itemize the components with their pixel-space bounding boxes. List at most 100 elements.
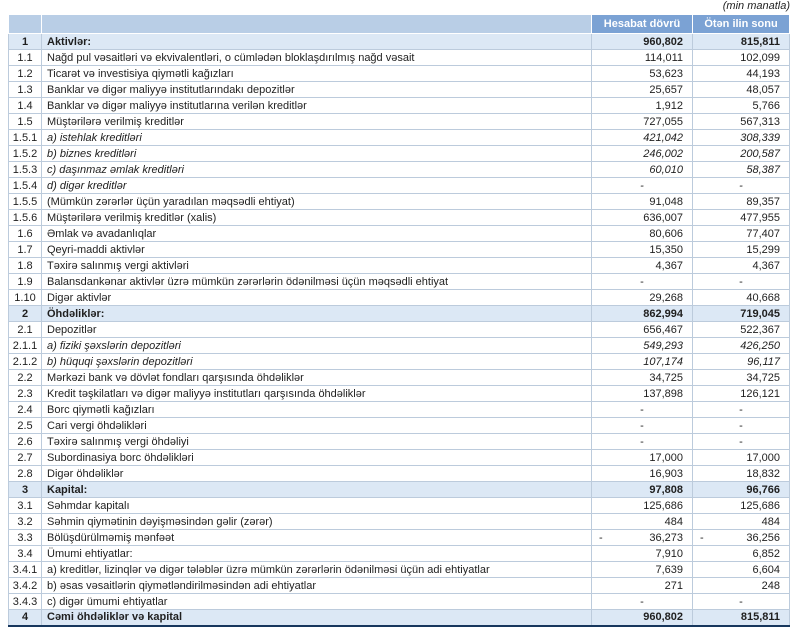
units-note: (min manatla): [722, 0, 790, 12]
value-previous-year-end: -36,256: [692, 529, 790, 546]
value-previous-year-end: 248: [692, 577, 790, 594]
row-label: Təxirə salınmış vergi aktivləri: [41, 257, 592, 274]
row-number: 3.4: [8, 545, 42, 562]
row-label: b) biznes kreditləri: [41, 145, 592, 162]
value-current-period: 421,042: [591, 129, 693, 146]
header-previous-year-end: Ötən ilin sonu: [692, 14, 790, 34]
value-previous-year-end: 477,955: [692, 209, 790, 226]
value-current-period: 114,011: [591, 49, 693, 66]
row-number: 1.5: [8, 113, 42, 130]
row-number: 1.5.1: [8, 129, 42, 146]
row-label: (Mümkün zərərlər üçün yaradılan məqsədli…: [41, 193, 592, 210]
row-number: 2.4: [8, 401, 42, 418]
table-row: 3.4.3 c) digər ümumi ehtiyatlar - -: [8, 593, 790, 610]
row-label: Digər aktivlər: [41, 289, 592, 306]
row-label: Əmlak və avadanlıqlar: [41, 225, 592, 242]
value-current-period: 862,994: [591, 305, 693, 322]
header-description-cell: [41, 14, 592, 34]
table-row: 1.5.4 d) digər kreditlər - -: [8, 177, 790, 194]
value-previous-year-end: 6,604: [692, 561, 790, 578]
row-number: 1.5.5: [8, 193, 42, 210]
table-row: 2.8 Digər öhdəliklər 16,903 18,832: [8, 465, 790, 482]
table-row: 2.1 Depozitlər 656,467 522,367: [8, 321, 790, 338]
row-label: Banklar və digər maliyyə institutlarında…: [41, 81, 592, 98]
table-row: 3.2 Səhmin qiymətinin dəyişməsindən gəlir…: [8, 513, 790, 530]
table-row: 1.10 Digər aktivlər 29,268 40,668: [8, 289, 790, 306]
value-current-period: 80,606: [591, 225, 693, 242]
row-number: 3.3: [8, 529, 42, 546]
row-label: Subordinasiya borc öhdəlikləri: [41, 449, 592, 466]
table-row: 1.5.5 (Mümkün zərərlər üçün yaradılan məq…: [8, 193, 790, 210]
value-previous-year-end: 6,852: [692, 545, 790, 562]
table-row: 1.6 Əmlak və avadanlıqlar 80,606 77,407: [8, 225, 790, 242]
row-label: Kapital:: [41, 481, 592, 498]
row-label: Mərkəzi bank və dövlət fondları qarşısın…: [41, 369, 592, 386]
row-label: Bölüşdürülməmiş mənfəət: [41, 529, 592, 546]
section-row: 2 Öhdəliklər: 862,994 719,045: [8, 305, 790, 322]
row-label: Cəmi öhdəliklər və kapital: [41, 609, 592, 627]
value-previous-year-end: 522,367: [692, 321, 790, 338]
table-row: 1.9 Balansdankənar aktivlər üzrə mümkün z…: [8, 273, 790, 290]
value-previous-year-end: 5,766: [692, 97, 790, 114]
value-previous-year-end: 18,832: [692, 465, 790, 482]
value-previous-year-end: 102,099: [692, 49, 790, 66]
row-number: 2.1: [8, 321, 42, 338]
value-previous-year-end: 125,686: [692, 497, 790, 514]
value-previous-year-end: 567,313: [692, 113, 790, 130]
value-previous-year-end: 34,725: [692, 369, 790, 386]
row-number: 1.9: [8, 273, 42, 290]
table-row: 1.5 Müştərilərə verilmiş kreditlər 727,055…: [8, 113, 790, 130]
value-previous-year-end: -: [692, 417, 790, 434]
header-row-number-cell: [8, 14, 42, 34]
value-current-period: 34,725: [591, 369, 693, 386]
value-previous-year-end: 200,587: [692, 145, 790, 162]
row-label: Qeyri-maddi aktivlər: [41, 241, 592, 258]
row-number: 1.10: [8, 289, 42, 306]
value-current-period: -: [591, 593, 693, 610]
value-current-period: -: [591, 177, 693, 194]
value-current-period: 7,910: [591, 545, 693, 562]
table-row: 2.7 Subordinasiya borc öhdəlikləri 17,000 1…: [8, 449, 790, 466]
value-current-period: 960,802: [591, 33, 693, 50]
row-number: 3.2: [8, 513, 42, 530]
table-row: 1.5.1 a) istehlak kreditləri 421,042 308,33…: [8, 129, 790, 146]
row-number: 1.8: [8, 257, 42, 274]
value-current-period: -: [591, 273, 693, 290]
row-number: 1.6: [8, 225, 42, 242]
value-previous-year-end: 77,407: [692, 225, 790, 242]
row-number: 1.5.3: [8, 161, 42, 178]
row-label: c) digər ümumi ehtiyatlar: [41, 593, 592, 610]
row-label: Cari vergi öhdəlikləri: [41, 417, 592, 434]
value-current-period: 246,002: [591, 145, 693, 162]
row-label: a) kreditlər, lizinqlər və digər tələblə…: [41, 561, 592, 578]
value-previous-year-end: 308,339: [692, 129, 790, 146]
row-number: 1: [8, 33, 42, 50]
row-number: 2.5: [8, 417, 42, 434]
row-number: 1.5.2: [8, 145, 42, 162]
value-current-period: 25,657: [591, 81, 693, 98]
table-row: 3.3 Bölüşdürülməmiş mənfəət -36,273-36,256: [8, 529, 790, 546]
table-header-row: Hesabat dövrü Ötən ilin sonu: [8, 14, 790, 34]
value-current-period: 17,000: [591, 449, 693, 466]
table-row: 3.4.2 b) əsas vəsaitlərin qiymətləndirilm…: [8, 577, 790, 594]
table-row: 2.5 Cari vergi öhdəlikləri - -: [8, 417, 790, 434]
row-label: b) hüquqi şəxslərin depozitləri: [41, 353, 592, 370]
value-current-period: 97,808: [591, 481, 693, 498]
value-current-period: 271: [591, 577, 693, 594]
row-label: Aktivlər:: [41, 33, 592, 50]
value-previous-year-end: -: [692, 273, 790, 290]
row-number: 2.1.2: [8, 353, 42, 370]
value-previous-year-end: -: [692, 401, 790, 418]
row-label: Səhmdar kapitalı: [41, 497, 592, 514]
row-label: a) fiziki şəxslərin depozitləri: [41, 337, 592, 354]
value-previous-year-end: -: [692, 177, 790, 194]
table-row: 2.6 Təxirə salınmış vergi öhdəliyi - -: [8, 433, 790, 450]
table-row: 2.3 Kredit təşkilatları və digər maliyyə …: [8, 385, 790, 402]
row-label: Ümumi ehtiyatlar:: [41, 545, 592, 562]
value-current-period: 91,048: [591, 193, 693, 210]
row-number: 2.3: [8, 385, 42, 402]
row-number: 1.3: [8, 81, 42, 98]
table-row: 1.3 Banklar və digər maliyyə institutları…: [8, 81, 790, 98]
table-row: 2.1.1 a) fiziki şəxslərin depozitləri 549,…: [8, 337, 790, 354]
